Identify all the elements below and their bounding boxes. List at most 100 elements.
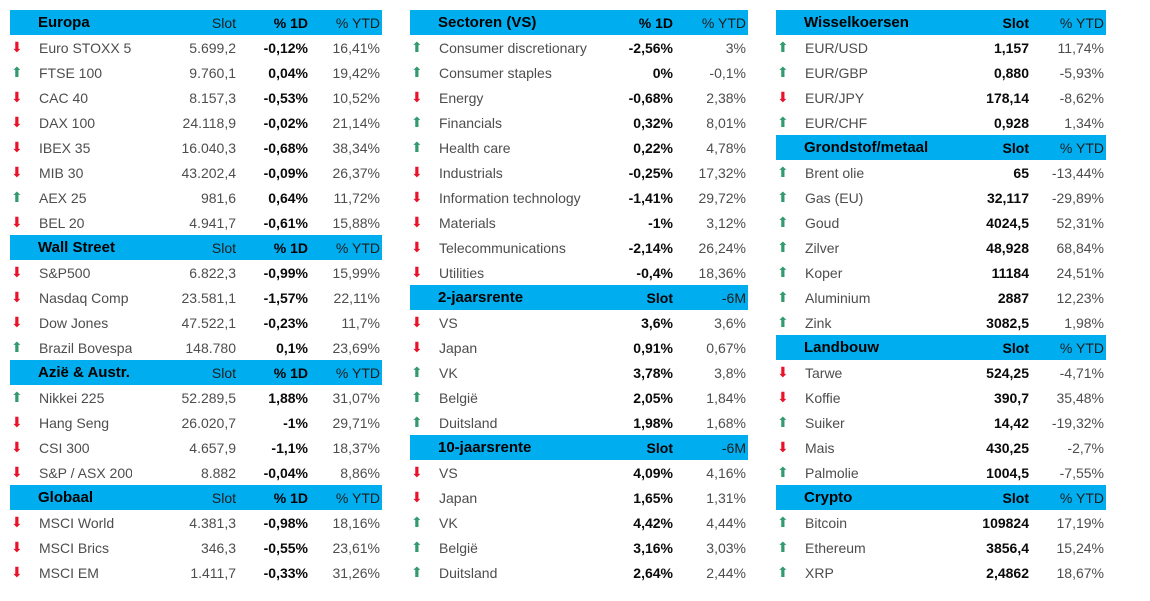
row-value: 17,32% bbox=[698, 164, 746, 181]
row-value: 4,44% bbox=[706, 514, 746, 531]
row-label: EUR/USD bbox=[805, 39, 869, 56]
down-arrow-icon: ⬇ bbox=[11, 164, 23, 181]
row-value: 52,31% bbox=[1056, 214, 1104, 231]
table-row: ⬇ VS 4,09% 4,16% bbox=[410, 460, 748, 485]
row-label: Health care bbox=[439, 139, 511, 156]
row-value: 1,84% bbox=[706, 389, 746, 406]
row-value: 346,3 bbox=[200, 539, 236, 556]
table-row: ⬇ Tarwe 524,25 -4,71% bbox=[776, 360, 1106, 385]
table-row: ⬆ Financials 0,32% 8,01% bbox=[410, 110, 748, 135]
row-value: -29,89% bbox=[1051, 189, 1104, 206]
section-title: Landbouw bbox=[804, 339, 879, 356]
column-header-cell: % YTD bbox=[1059, 14, 1104, 31]
row-value: -0,23% bbox=[263, 314, 308, 331]
row-label: EUR/GBP bbox=[805, 64, 869, 81]
column-header-cell: % YTD bbox=[335, 489, 380, 506]
row-value: 1.411,7 bbox=[190, 564, 236, 581]
row-value: 29,72% bbox=[698, 189, 746, 206]
down-arrow-icon: ⬇ bbox=[11, 314, 23, 331]
row-label: Zink bbox=[805, 314, 832, 331]
row-value: 1,31% bbox=[706, 489, 746, 506]
row-value: -0,68% bbox=[628, 89, 673, 106]
down-arrow-icon: ⬇ bbox=[11, 39, 23, 56]
table-row: ⬆ Health care 0,22% 4,78% bbox=[410, 135, 748, 160]
row-label: Goud bbox=[805, 214, 840, 231]
row-value: 430,25 bbox=[986, 439, 1029, 456]
row-value: -0,98% bbox=[263, 514, 308, 531]
table-row: ⬇ VS 3,6% 3,6% bbox=[410, 310, 748, 335]
down-arrow-icon: ⬇ bbox=[411, 89, 423, 106]
up-arrow-icon: ⬆ bbox=[777, 564, 789, 581]
row-value: 22,11% bbox=[333, 289, 380, 306]
row-value: 18,36% bbox=[698, 264, 746, 281]
row-value: 11,72% bbox=[333, 189, 380, 206]
table-row: ⬇ CSI 300 4.657,9 -1,1% 18,37% bbox=[10, 435, 382, 460]
row-value: 29,71% bbox=[332, 414, 380, 431]
row-value: 3,6% bbox=[714, 314, 746, 331]
down-arrow-icon: ⬇ bbox=[11, 139, 23, 156]
section-header: Sectoren (VS) % 1D % YTD bbox=[410, 10, 748, 35]
row-value: -0,04% bbox=[263, 464, 308, 481]
row-value: -1,41% bbox=[628, 189, 673, 206]
section-header: Landbouw Slot % YTD bbox=[776, 335, 1106, 360]
row-label: FTSE 100 bbox=[39, 64, 103, 81]
section-header: 10-jaarsrente Slot -6M bbox=[410, 435, 748, 460]
row-value: 9.760,1 bbox=[189, 64, 236, 81]
row-value: 11184 bbox=[991, 264, 1029, 281]
row-value: -0,4% bbox=[636, 264, 673, 281]
row-value: 23,61% bbox=[332, 539, 380, 556]
column-0: Europa Slot % 1D % YTD ⬇ Euro STOXX 50 5.699,2… bbox=[10, 10, 382, 585]
section-title: Sectoren (VS) bbox=[438, 14, 537, 31]
column-header-cell: % 1D bbox=[273, 364, 308, 381]
row-value: 26,37% bbox=[332, 164, 380, 181]
table-row: ⬇ MSCI Brics 346,3 -0,55% 23,61% bbox=[10, 535, 382, 560]
row-value: 3,16% bbox=[633, 539, 673, 556]
row-value: 15,99% bbox=[332, 264, 380, 281]
table-row: ⬆ XRP 2,4862 18,67% bbox=[776, 560, 1106, 585]
row-label: Japan bbox=[439, 339, 478, 356]
row-label: S&P / ASX 200 bbox=[39, 464, 132, 481]
row-label: Hang Seng bbox=[39, 414, 110, 431]
section-title: Wall Street bbox=[38, 239, 115, 256]
table-row: ⬆ Brazil Bovespa 148.780 0,1% 23,69% bbox=[10, 335, 382, 360]
row-value: 19,42% bbox=[332, 64, 380, 81]
row-label: BEL 20 bbox=[39, 214, 85, 231]
row-value: 2,4862 bbox=[986, 564, 1029, 581]
section-title: Azië & Austr. bbox=[38, 364, 130, 381]
row-value: 38,34% bbox=[332, 139, 380, 156]
row-label: Dow Jones bbox=[39, 314, 109, 331]
table-row: ⬆ België 3,16% 3,03% bbox=[410, 535, 748, 560]
down-arrow-icon: ⬇ bbox=[777, 89, 789, 106]
table-section: 10-jaarsrente Slot -6M ⬇ VS 4,09% 4,16% ⬇ Japan 1… bbox=[410, 435, 748, 585]
row-value: -1,1% bbox=[271, 439, 308, 456]
row-value: 0,928 bbox=[993, 114, 1029, 131]
table-row: ⬇ Energy -0,68% 2,38% bbox=[410, 85, 748, 110]
row-value: -2,56% bbox=[628, 39, 673, 56]
down-arrow-icon: ⬇ bbox=[411, 314, 423, 331]
row-value: 2,64% bbox=[633, 564, 673, 581]
table-row: ⬆ AEX 25 981,6 0,64% 11,72% bbox=[10, 185, 382, 210]
table-row: ⬇ Nasdaq Comp 23.581,1 -1,57% 22,11% bbox=[10, 285, 382, 310]
table-row: ⬆ Zink 3082,5 1,98% bbox=[776, 310, 1106, 335]
column-header-cell: % 1D bbox=[273, 14, 308, 31]
row-value: 24,51% bbox=[1056, 264, 1104, 281]
section-title: Grondstof/metaal bbox=[804, 139, 929, 156]
table-row: ⬆ EUR/CHF 0,928 1,34% bbox=[776, 110, 1106, 135]
column-header-cell: Slot bbox=[211, 489, 236, 506]
row-value: 8.882 bbox=[200, 464, 236, 481]
row-label: Utilities bbox=[439, 264, 485, 281]
row-value: 0,22% bbox=[633, 139, 673, 156]
row-value: 4,78% bbox=[706, 139, 746, 156]
up-arrow-icon: ⬆ bbox=[11, 389, 23, 406]
column-header-cell: -6M bbox=[721, 289, 746, 306]
row-value: 0,880 bbox=[993, 64, 1029, 81]
column-header-cell: % YTD bbox=[1059, 139, 1104, 156]
table-row: ⬇ EUR/JPY 178,14 -8,62% bbox=[776, 85, 1106, 110]
row-value: 148.780 bbox=[185, 339, 236, 356]
down-arrow-icon: ⬇ bbox=[11, 289, 23, 306]
table-section: Globaal Slot % 1D % YTD ⬇ MSCI World 4.381,3 -0… bbox=[10, 485, 382, 585]
down-arrow-icon: ⬇ bbox=[11, 264, 23, 281]
row-value: 11,74% bbox=[1057, 39, 1104, 56]
table-row: ⬇ Materials -1% 3,12% bbox=[410, 210, 748, 235]
row-value: 32,117 bbox=[986, 189, 1029, 206]
